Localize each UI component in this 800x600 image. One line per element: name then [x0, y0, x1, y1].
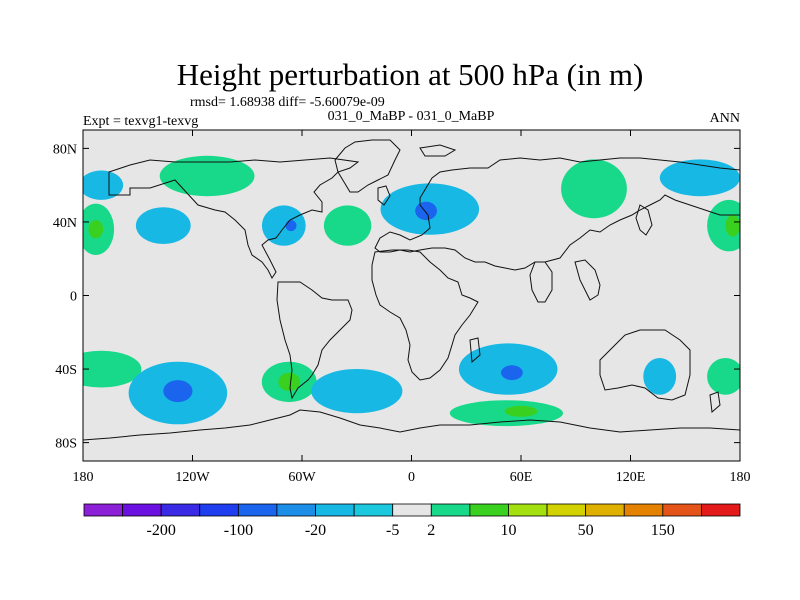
colorbar-label-4: 2	[427, 522, 435, 539]
colorbar-box-0	[83, 503, 123, 517]
colorbar-box-14	[623, 503, 664, 517]
chart-title: Height perturbation at 500 hPa (in m)	[177, 57, 644, 92]
coastline-australia	[599, 329, 691, 401]
anomaly-cell-23	[504, 405, 538, 417]
anomaly-cell-18	[278, 372, 301, 392]
coastline-greenland	[334, 139, 401, 193]
x-tick-label-3: 0	[408, 470, 415, 485]
anomaly-cell-25	[707, 358, 740, 395]
colorbar-box-7	[353, 503, 394, 517]
coastline-india	[529, 261, 553, 303]
coastline-uk	[377, 185, 391, 206]
anomaly-cell-4	[135, 207, 191, 245]
colorbar-box-9	[430, 503, 471, 517]
anomaly-cell-0	[83, 170, 124, 200]
colorbar-box-13	[585, 503, 625, 517]
colorbar-box-5	[276, 503, 316, 517]
coastline-japan	[635, 204, 653, 236]
coastline-arctic-islands	[419, 144, 457, 157]
colorbar-label-3: -5	[386, 522, 399, 539]
anomaly-cell-12	[707, 199, 740, 252]
anomaly-cell-3	[159, 155, 255, 197]
colorbar: -200 -100 -20 -5 2 10 50 150	[83, 503, 741, 539]
colorbar-box-6	[315, 503, 355, 517]
anomaly-cell-7	[323, 205, 372, 246]
colorbar-box-15	[662, 503, 702, 517]
coastline-north-america	[108, 157, 360, 279]
coastlines	[83, 139, 740, 441]
coastline-southeast-asia	[574, 259, 601, 301]
y-tick-label-1: 40N	[53, 216, 77, 231]
coastline-eurasia	[374, 157, 740, 271]
colorbar-label-7: 150	[651, 522, 675, 539]
anomaly-layer	[83, 155, 740, 427]
colorbar-label-5: 10	[501, 522, 517, 539]
coastline-antarctica	[83, 409, 740, 441]
x-tick-label-5: 120E	[616, 470, 646, 485]
y-tick-label-4: 80S	[55, 437, 77, 452]
coastline-south-america	[276, 281, 353, 400]
y-tick-label-0: 80N	[53, 142, 77, 157]
colorbar-box-2	[160, 503, 201, 517]
coastline-africa	[371, 249, 479, 381]
left-label: Expt = texvg1-texvg	[83, 114, 198, 129]
anomaly-cell-13	[725, 214, 740, 237]
anomaly-cell-11	[659, 159, 740, 197]
colorbar-box-16	[701, 503, 741, 517]
colorbar-label-1: -100	[224, 522, 253, 539]
anomaly-cell-16	[163, 380, 193, 403]
colorbar-box-3	[199, 503, 239, 517]
colorbar-box-8	[392, 503, 432, 517]
colorbar-box-11	[508, 503, 548, 517]
colorbar-label-0: -200	[147, 522, 176, 539]
anomaly-cell-2	[88, 220, 104, 239]
y-tick-label-3: 40S	[55, 363, 77, 378]
anomaly-cell-24	[643, 358, 677, 395]
x-tick-label-1: 120W	[175, 470, 210, 485]
x-tick-label-4: 60E	[510, 470, 533, 485]
colorbar-label-2: -20	[305, 522, 326, 539]
colorbar-box-12	[546, 503, 587, 517]
anomaly-cell-6	[285, 220, 297, 232]
coastline-madagascar	[469, 337, 481, 364]
coastline-new-zealand	[709, 391, 721, 414]
x-tick-label-0: 180	[73, 470, 94, 485]
x-axis: 180 120W 60W 0 60E 120E 180	[73, 130, 751, 485]
anomaly-cell-10	[561, 159, 627, 219]
anomaly-cell-21	[501, 365, 523, 381]
anomaly-cell-19	[311, 369, 403, 414]
x-tick-label-2: 60W	[288, 470, 316, 485]
colorbar-box-1	[122, 503, 162, 517]
colorbar-box-4	[237, 503, 278, 517]
y-tick-label-2: 0	[70, 290, 77, 305]
anomaly-cell-14	[83, 350, 142, 388]
colorbar-box-10	[469, 503, 509, 517]
right-label: ANN	[710, 111, 740, 126]
anomaly-cell-5	[261, 205, 306, 246]
center-label: 031_0_MaBP - 031_0_MaBP	[328, 109, 495, 124]
y-axis: 80N 40N 0 40S 80S	[53, 142, 740, 452]
x-tick-label-6: 180	[730, 470, 751, 485]
stats-label: rmsd= 1.68938 diff= -5.60079e-09	[190, 95, 385, 110]
colorbar-label-6: 50	[578, 522, 594, 539]
anomaly-cell-9	[415, 201, 437, 221]
